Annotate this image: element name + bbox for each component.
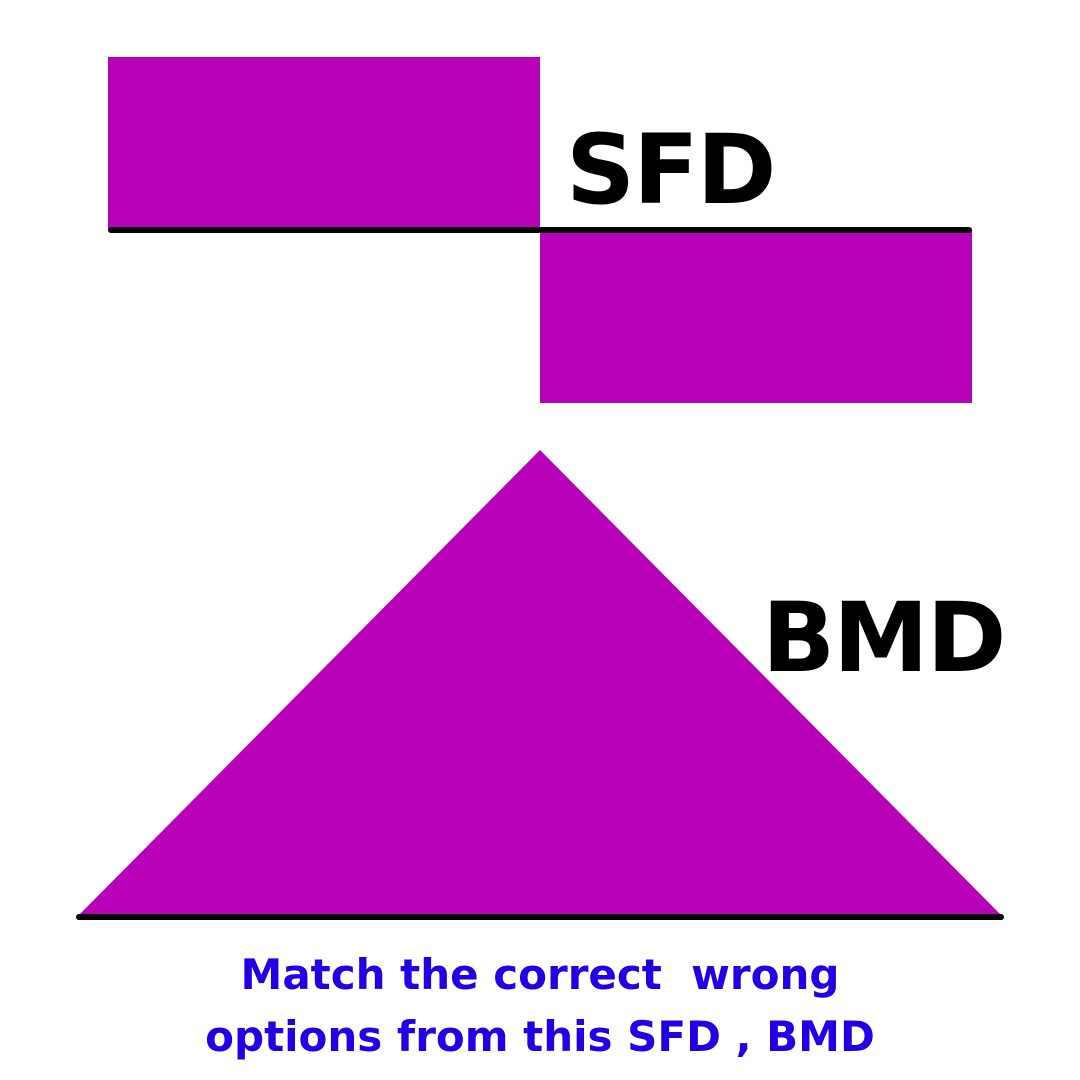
sfd-positive-block bbox=[108, 57, 540, 230]
sfd-negative-block bbox=[540, 230, 972, 403]
bmd-label: BMD bbox=[762, 582, 1006, 694]
caption-line-1: Match the correct wrong bbox=[240, 950, 840, 999]
caption: Match the correct wrong options from thi… bbox=[0, 944, 1080, 1068]
sfd-label: SFD bbox=[566, 114, 776, 226]
caption-line-2: options from this SFD , BMD bbox=[205, 1012, 875, 1061]
bmd-triangle bbox=[78, 450, 1002, 916]
